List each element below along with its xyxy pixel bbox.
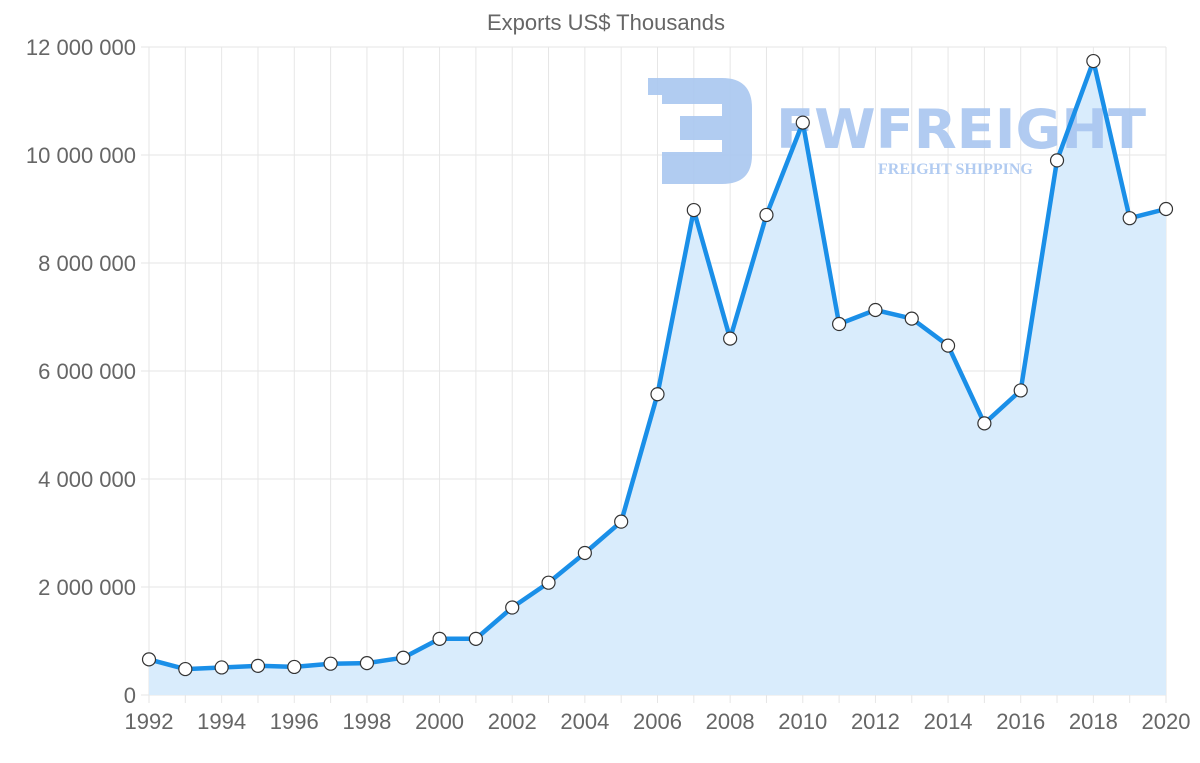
data-point-2020[interactable] [1158, 201, 1174, 217]
data-point-2002[interactable] [505, 600, 520, 615]
x-tick-label: 2020 [1142, 709, 1191, 734]
x-tick-label: 2004 [560, 709, 609, 734]
data-point-1997[interactable] [323, 656, 338, 671]
data-point-2003[interactable] [541, 575, 556, 590]
data-point-2007[interactable] [686, 202, 701, 218]
watermark-logo: FWFREIGHT FREIGHT SHIPPING [648, 78, 1146, 184]
data-point-1994[interactable] [214, 660, 229, 675]
data-point-2000[interactable] [432, 631, 447, 646]
data-point-2019[interactable] [1122, 211, 1137, 226]
watermark-tagline: FREIGHT SHIPPING [878, 161, 1033, 178]
y-tick-label: 6 000 000 [38, 359, 136, 384]
x-tick-label: 1998 [342, 709, 391, 734]
data-point-2017[interactable] [1049, 153, 1065, 168]
x-tick-label: 1994 [197, 709, 246, 734]
data-point-2010[interactable] [795, 115, 810, 130]
chart-title: Exports US$ Thousands [487, 10, 725, 35]
data-point-2014[interactable] [940, 338, 956, 353]
data-point-2011[interactable] [832, 316, 847, 332]
area-layer [149, 61, 1166, 695]
y-tick-label: 12 000 000 [26, 35, 136, 60]
y-tick-label: 2 000 000 [38, 575, 136, 600]
y-tick-label: 8 000 000 [38, 251, 136, 276]
watermark-brand-text: FWFREIGHT [776, 98, 1146, 161]
data-point-1995[interactable] [250, 658, 266, 673]
data-point-1998[interactable] [359, 656, 375, 671]
x-tick-label: 2018 [1069, 709, 1118, 734]
data-point-2012[interactable] [868, 302, 883, 318]
data-point-2015[interactable] [977, 416, 992, 431]
data-point-2004[interactable] [577, 545, 592, 561]
x-tick-label: 2006 [633, 709, 682, 734]
x-tick-label: 2014 [924, 709, 973, 734]
data-point-1993[interactable] [178, 661, 193, 677]
x-tick-label: 2012 [851, 709, 900, 734]
data-point-2005[interactable] [614, 514, 629, 529]
watermark-f-icon [648, 78, 752, 184]
x-tick-label: 2016 [996, 709, 1045, 734]
data-point-1999[interactable] [396, 650, 411, 665]
y-tick-label: 4 000 000 [38, 467, 136, 492]
data-point-2018[interactable] [1086, 53, 1101, 69]
x-tick-label: 2002 [488, 709, 537, 734]
x-tick-label: 1996 [270, 709, 319, 734]
data-point-1992[interactable] [141, 652, 157, 667]
series-area [149, 61, 1166, 695]
y-axis-ticks: 0 2 000 000 4 000 000 6 000 000 8 000 000 10 … [26, 35, 136, 708]
x-tick-label: 2008 [706, 709, 755, 734]
y-tick-label: 0 [124, 683, 136, 708]
point-layer [141, 53, 1174, 677]
x-tick-label: 2010 [778, 709, 827, 734]
x-axis-ticks: 1992 1994 1996 1998 2000 2002 2004 2006 2008 2010… [125, 709, 1191, 734]
data-point-2001[interactable] [468, 631, 483, 646]
data-point-2013[interactable] [904, 311, 919, 326]
data-point-1996[interactable] [287, 659, 302, 675]
x-tick-label: 1992 [125, 709, 174, 734]
data-point-2006[interactable] [650, 387, 665, 402]
data-point-2016[interactable] [1013, 383, 1028, 398]
data-point-2008[interactable] [723, 331, 738, 346]
y-tick-label: 10 000 000 [26, 143, 136, 168]
x-tick-label: 2000 [415, 709, 464, 734]
data-point-2009[interactable] [759, 207, 774, 223]
